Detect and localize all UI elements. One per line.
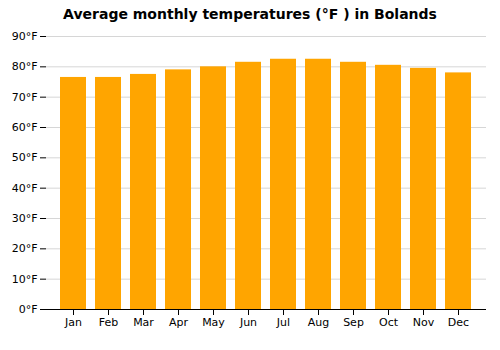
svg-text:30°F: 30°F bbox=[12, 212, 38, 225]
svg-text:Jul: Jul bbox=[276, 316, 290, 329]
svg-text:May: May bbox=[202, 316, 225, 329]
svg-text:0°F: 0°F bbox=[19, 303, 38, 316]
svg-text:Mar: Mar bbox=[133, 316, 154, 329]
svg-text:Oct: Oct bbox=[379, 316, 399, 329]
svg-text:Aug: Aug bbox=[308, 316, 329, 329]
svg-text:Nov: Nov bbox=[413, 316, 435, 329]
svg-text:Jan: Jan bbox=[64, 316, 82, 329]
svg-text:90°F: 90°F bbox=[12, 30, 38, 43]
svg-text:Sep: Sep bbox=[343, 316, 364, 329]
svg-text:Apr: Apr bbox=[169, 316, 189, 329]
svg-text:Feb: Feb bbox=[99, 316, 118, 329]
svg-text:10°F: 10°F bbox=[12, 273, 38, 286]
svg-text:20°F: 20°F bbox=[12, 242, 38, 255]
svg-text:Dec: Dec bbox=[448, 316, 469, 329]
svg-text:80°F: 80°F bbox=[12, 60, 38, 73]
svg-text:70°F: 70°F bbox=[12, 91, 38, 104]
html-text:Average monthly temperatures (: Average monthly temperatures (°F ) in Bo… bbox=[63, 6, 437, 22]
svg-text:60°F: 60°F bbox=[12, 121, 38, 134]
svg-text:Jun: Jun bbox=[239, 316, 257, 329]
svg-text:40°F: 40°F bbox=[12, 182, 38, 195]
svg-text:50°F: 50°F bbox=[12, 151, 38, 164]
